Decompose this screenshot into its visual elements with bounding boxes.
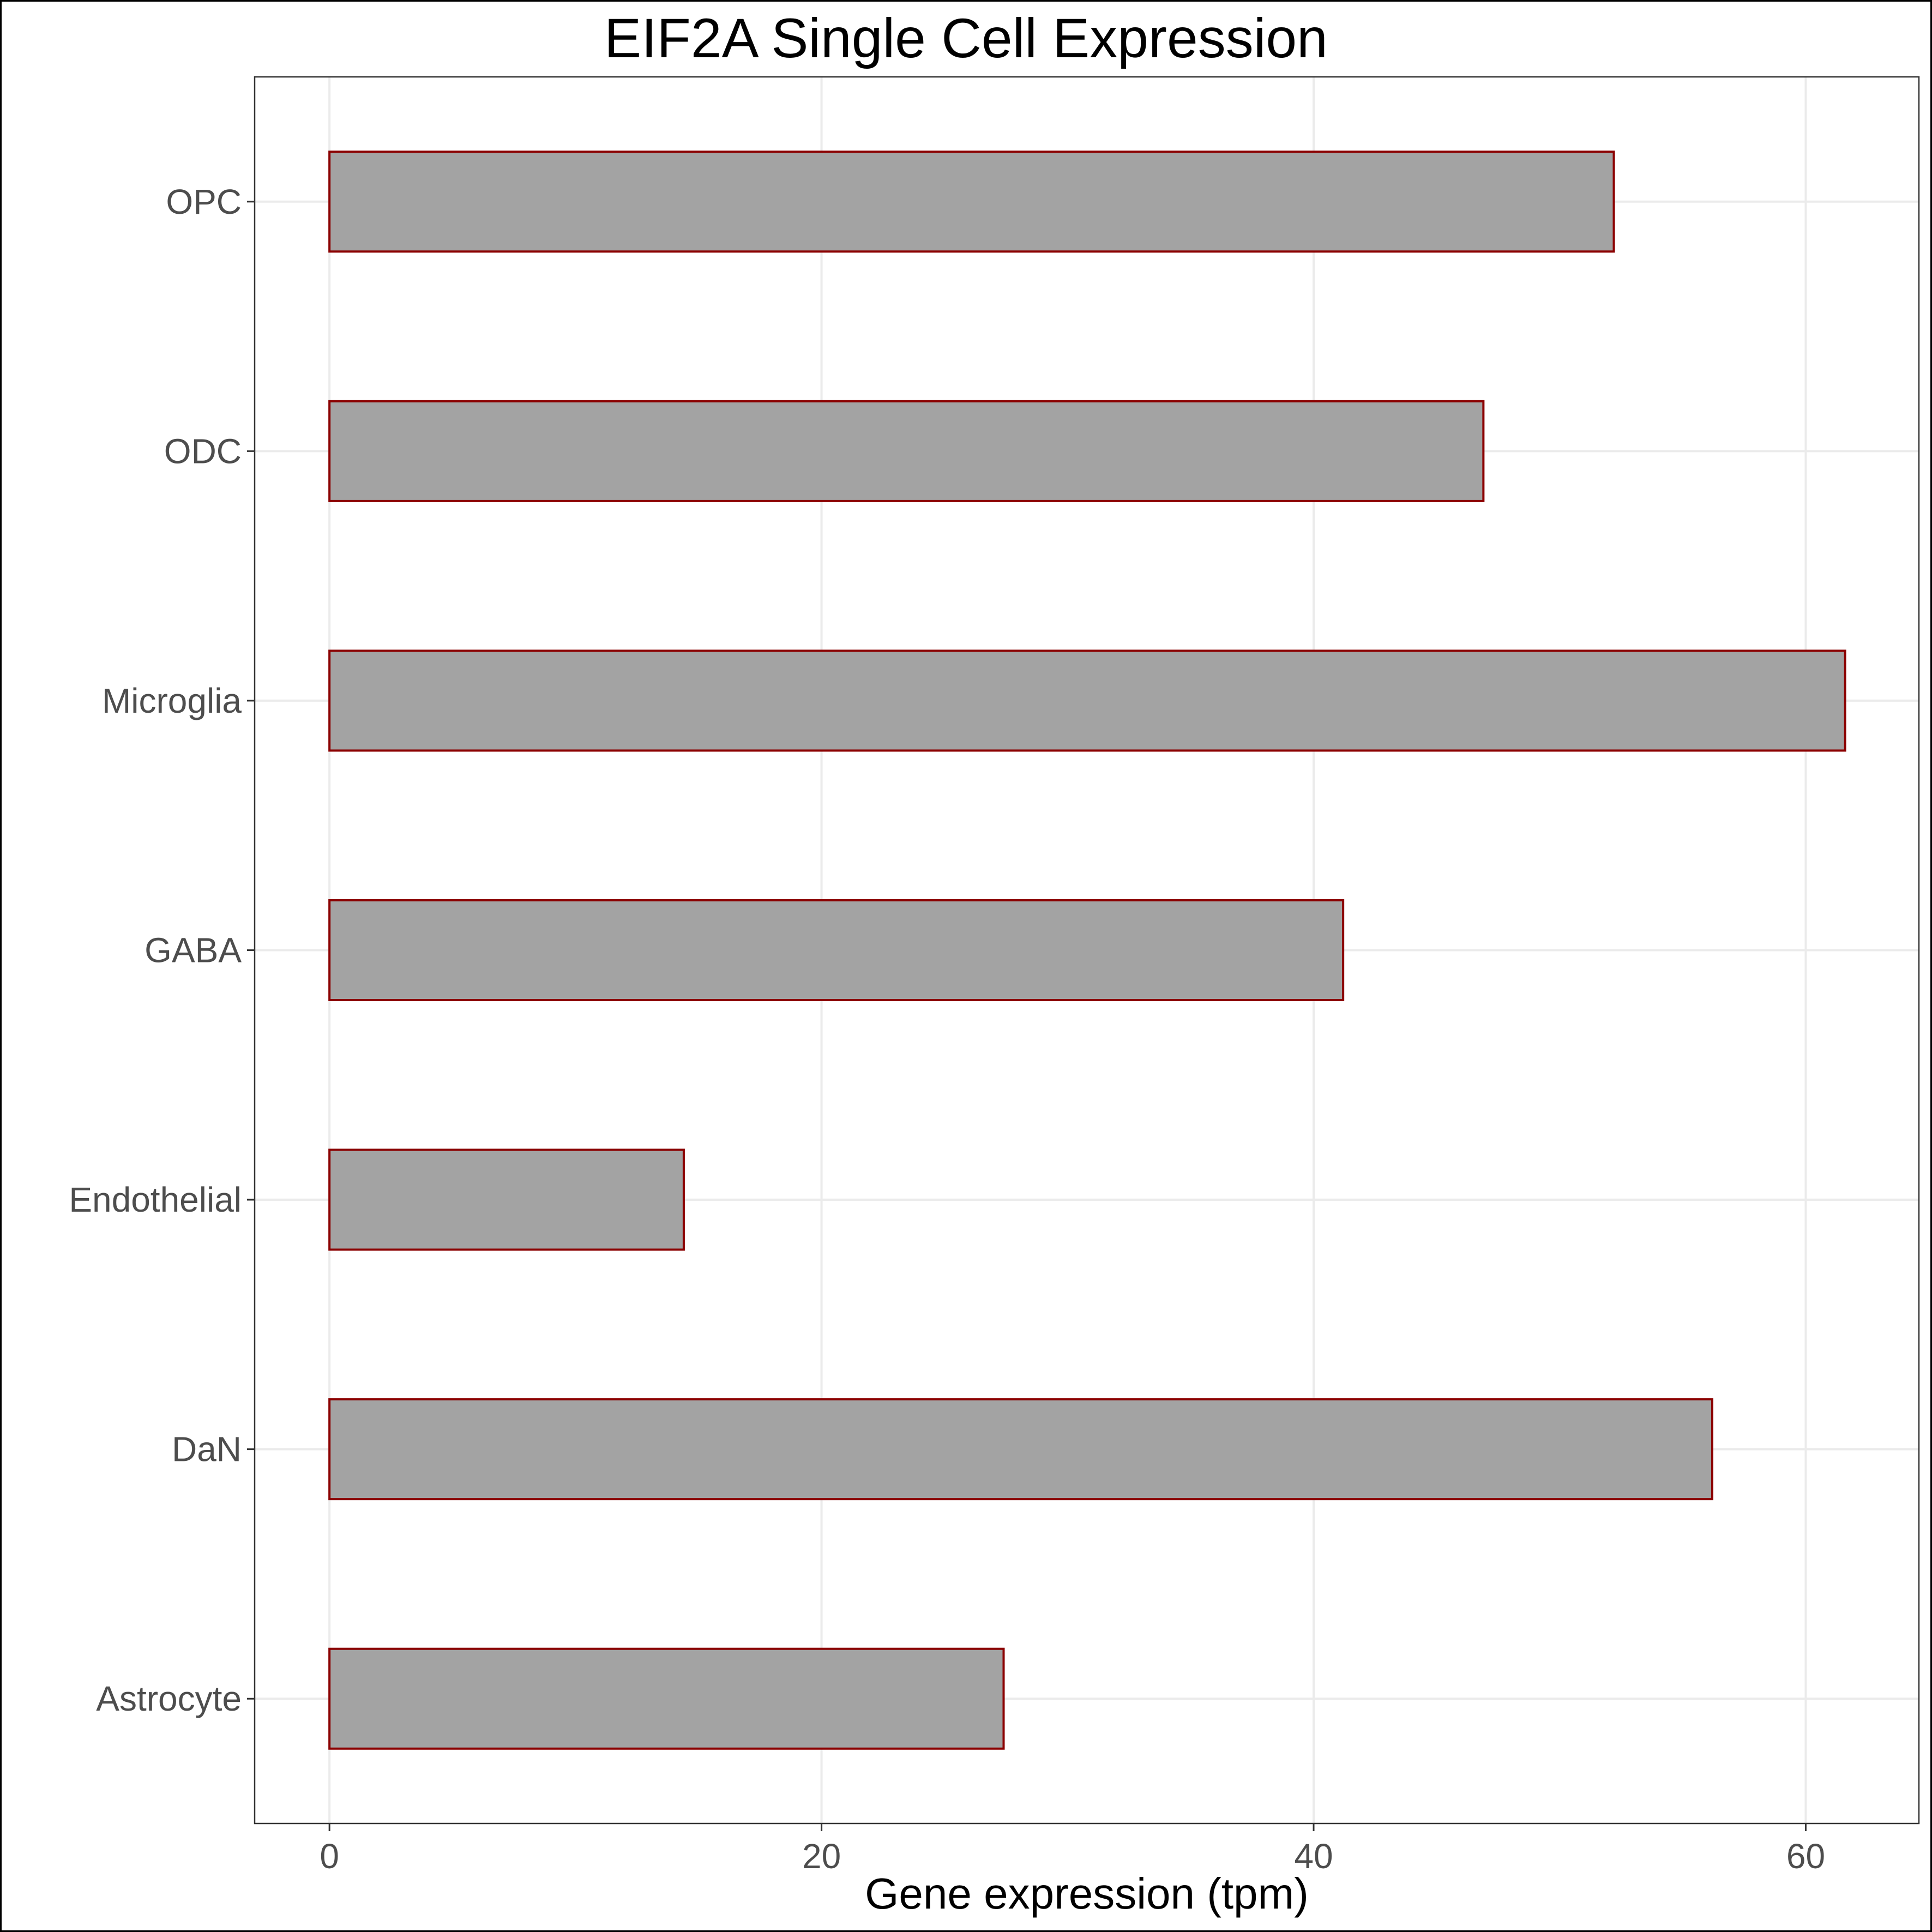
bar-opc	[328, 151, 1615, 253]
bar-endothelial	[328, 1148, 685, 1251]
y-tick-label: Microglia	[102, 681, 242, 720]
x-tick-label: 0	[320, 1837, 339, 1876]
x-axis-title: Gene expression (tpm)	[865, 1869, 1309, 1918]
y-tick-label: OPC	[166, 182, 242, 221]
y-tick-label: Astrocyte	[96, 1679, 242, 1718]
bar-astrocyte	[328, 1647, 1005, 1750]
bar-gaba	[328, 899, 1345, 1002]
y-tick-label: DaN	[172, 1430, 242, 1469]
y-tick-label: ODC	[164, 431, 242, 471]
x-tick-label: 40	[1294, 1837, 1333, 1876]
y-tick-label: Endothelial	[69, 1180, 242, 1219]
x-tick-label: 20	[802, 1837, 841, 1876]
x-axis: 0 20 40 60	[320, 1823, 1825, 1876]
x-tick-label: 60	[1786, 1837, 1825, 1876]
bars	[328, 151, 1846, 1750]
bar-microglia	[328, 649, 1846, 752]
y-tick-label: GABA	[145, 931, 242, 970]
chart-title: EIF2A Single Cell Expression	[604, 7, 1328, 69]
y-axis: OPC ODC Microglia GABA Endothelial DaN Astrocy…	[69, 182, 255, 1718]
bar-dan	[328, 1398, 1713, 1501]
bar-odc	[328, 400, 1485, 502]
